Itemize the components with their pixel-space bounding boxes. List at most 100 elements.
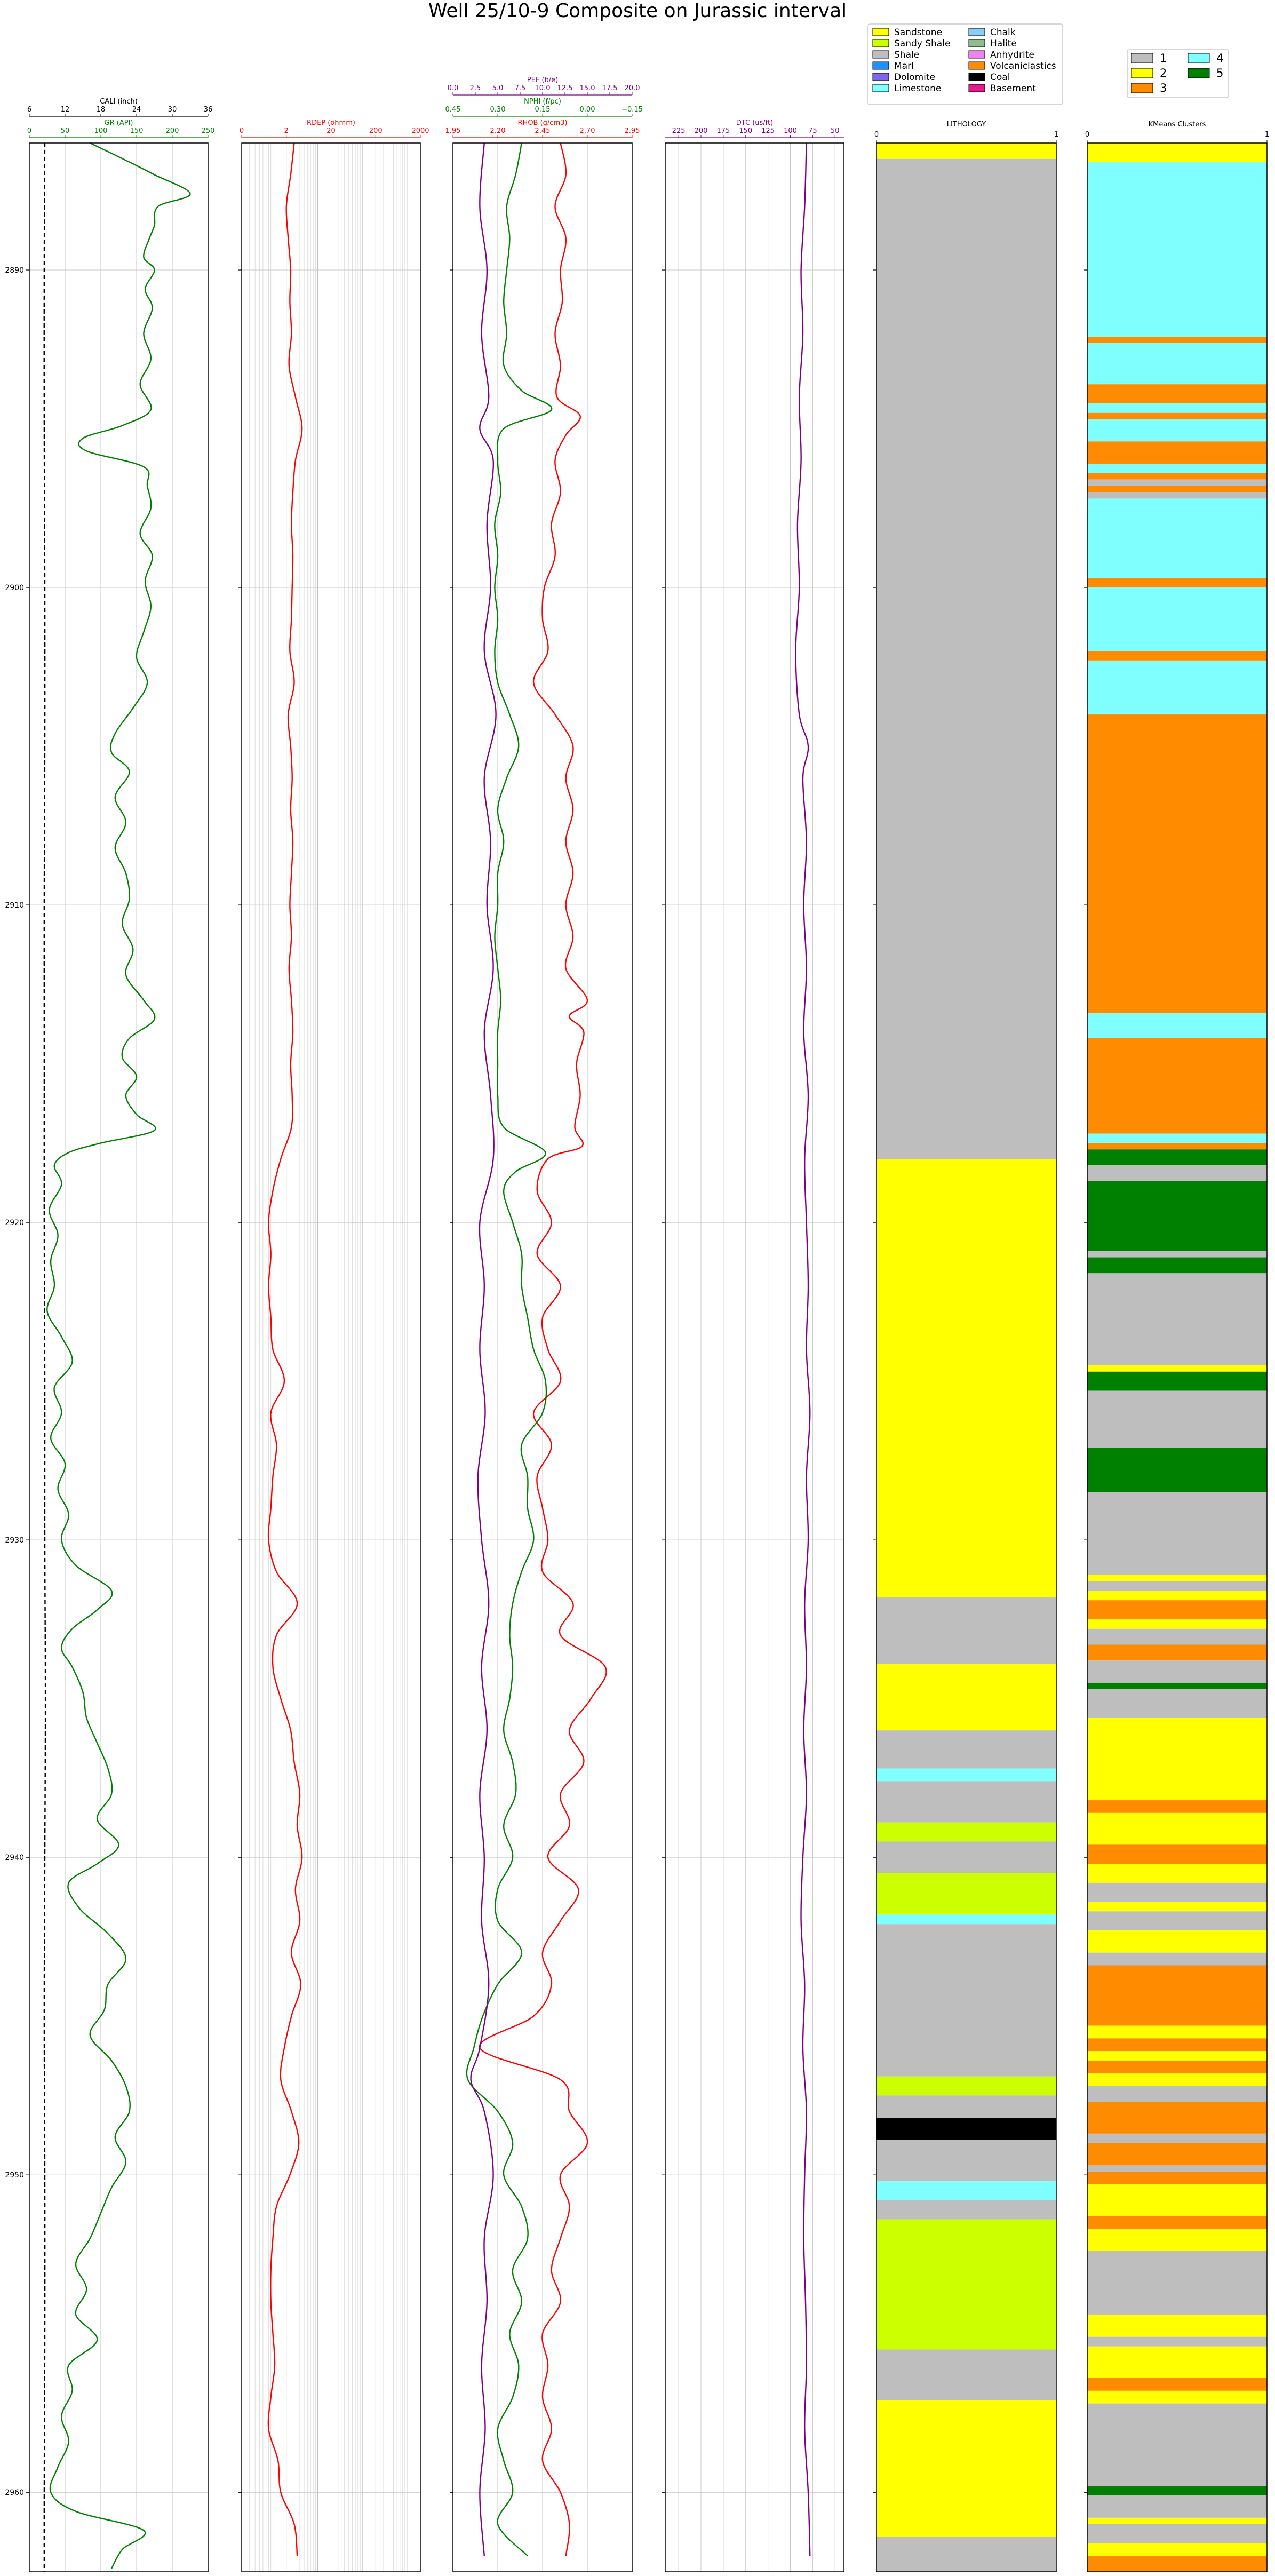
interval-fill	[1087, 1165, 1267, 1181]
interval-fill	[1087, 1591, 1267, 1601]
axis-tick-label: 18	[97, 106, 106, 114]
axis-tick-label: 2.45	[535, 127, 551, 135]
axis-tick-label: 200	[369, 127, 382, 135]
interval-fill	[1087, 1600, 1267, 1619]
interval-fill	[876, 1730, 1056, 1769]
axis-tick-label: 5.0	[492, 84, 504, 92]
axis-tick-label: 24	[132, 106, 141, 114]
interval-fill	[876, 2095, 1056, 2118]
interval-fill	[1087, 1273, 1267, 1365]
axis-tick-label: 100	[94, 127, 108, 135]
interval-fill	[1087, 2556, 1267, 2572]
interval-fill	[1087, 1038, 1267, 1134]
interval-fill	[876, 1841, 1056, 1873]
cluster-legend	[1127, 49, 1229, 98]
interval-fill	[1087, 403, 1267, 413]
interval-fill	[1087, 1902, 1267, 1912]
depth-tick-label: 2910	[5, 901, 24, 910]
axis-tick-label: 175	[716, 127, 730, 135]
axis-tick-label: 0.30	[490, 106, 506, 114]
series-rhob-line	[479, 142, 607, 2556]
legend-label: 4	[1216, 52, 1223, 65]
axis-label: CALI (inch)	[100, 98, 138, 106]
track-gr-cali	[26, 114, 209, 2572]
axis-tick-label: 36	[204, 106, 213, 114]
interval-fill	[1087, 587, 1267, 651]
interval-fill	[1087, 1181, 1267, 1251]
axis-label: RHOB (g/cm3)	[518, 119, 568, 127]
axis-tick-label: 2.5	[470, 84, 481, 92]
interval-fill	[876, 1768, 1056, 1782]
depth-tick-label: 2930	[5, 1536, 24, 1545]
axis-tick-label: 12.5	[557, 84, 573, 92]
interval-fill	[1087, 1619, 1267, 1629]
interval-fill	[1087, 463, 1267, 473]
track-frame	[452, 142, 633, 2572]
axis-tick-label: 200	[695, 127, 708, 135]
axis-tick-label: 225	[672, 127, 686, 135]
legend-label: 2	[1160, 67, 1167, 79]
axis-tick-label: 15.0	[580, 84, 595, 92]
legend-swatch	[968, 61, 985, 70]
interval-fill	[1087, 1864, 1267, 1883]
track-label: KMeans Clusters	[1149, 121, 1206, 129]
interval-fill	[876, 2181, 1056, 2200]
interval-fill	[1087, 2403, 1267, 2486]
interval-fill	[1087, 651, 1267, 661]
interval-fill	[1087, 1844, 1267, 1864]
interval-fill	[1087, 419, 1267, 442]
lithology-legend	[867, 23, 1063, 105]
interval-fill	[876, 1159, 1056, 1597]
interval-fill	[1087, 1718, 1267, 1801]
legend-swatch	[872, 50, 889, 59]
interval-fill	[1087, 1812, 1267, 1845]
legend-swatch	[1131, 68, 1153, 78]
interval-fill	[1087, 1149, 1267, 1166]
interval-fill	[1087, 2486, 1267, 2496]
interval-fill	[1087, 1952, 1267, 1966]
track-frame	[1087, 142, 1268, 2572]
legend-label: Shale	[894, 50, 919, 60]
interval-fill	[1087, 1581, 1267, 1591]
legend-label: Sandy Shale	[894, 38, 950, 49]
track-frame	[29, 142, 209, 2572]
axis-tick-label: 1.95	[445, 127, 461, 135]
axis-tick-label: 1	[1265, 131, 1269, 139]
track-resistivity	[238, 135, 421, 2572]
legend-label: Volcaniclastics	[990, 61, 1056, 71]
interval-fill	[1087, 486, 1267, 492]
interval-fill	[1087, 1575, 1267, 1581]
interval-fill	[1087, 2086, 1267, 2102]
interval-fill	[1087, 441, 1267, 464]
interval-fill	[876, 158, 1056, 1159]
interval-fill	[1087, 2184, 1267, 2216]
axis-tick-label: 12	[61, 106, 70, 114]
interval-fill	[876, 1664, 1056, 1731]
axis-label: PEF (b/e)	[527, 76, 558, 84]
axis-tick-label: 2.70	[580, 127, 595, 135]
legend-swatch	[968, 28, 985, 36]
legend-swatch	[1188, 68, 1210, 78]
legend-label: Sandstone	[894, 27, 942, 38]
legend-swatch	[872, 73, 889, 81]
interval-fill	[1087, 473, 1267, 480]
interval-fill	[1087, 1930, 1267, 1953]
interval-fill	[1087, 1882, 1267, 1902]
axis-tick-label: 2.20	[490, 127, 506, 135]
axis-tick-label: 6	[27, 106, 31, 114]
interval-fill	[876, 1914, 1056, 1925]
legend-swatch	[872, 61, 889, 70]
legend-label: Basement	[990, 83, 1036, 94]
axis-label: RDEP (ohmm)	[307, 119, 355, 127]
legend-swatch	[1131, 53, 1153, 63]
depth-tick-label: 2940	[5, 1854, 24, 1862]
interval-fill	[876, 2118, 1056, 2140]
chart-title: Well 25/10-9 Composite on Jurassic inter…	[428, 0, 847, 22]
interval-fill	[1087, 2073, 1267, 2086]
interval-fill	[876, 143, 1056, 159]
depth-tick-label: 2890	[5, 266, 24, 275]
interval-fill	[1087, 2216, 1267, 2229]
interval-fill	[1087, 2102, 1267, 2134]
interval-fill	[876, 2537, 1056, 2572]
